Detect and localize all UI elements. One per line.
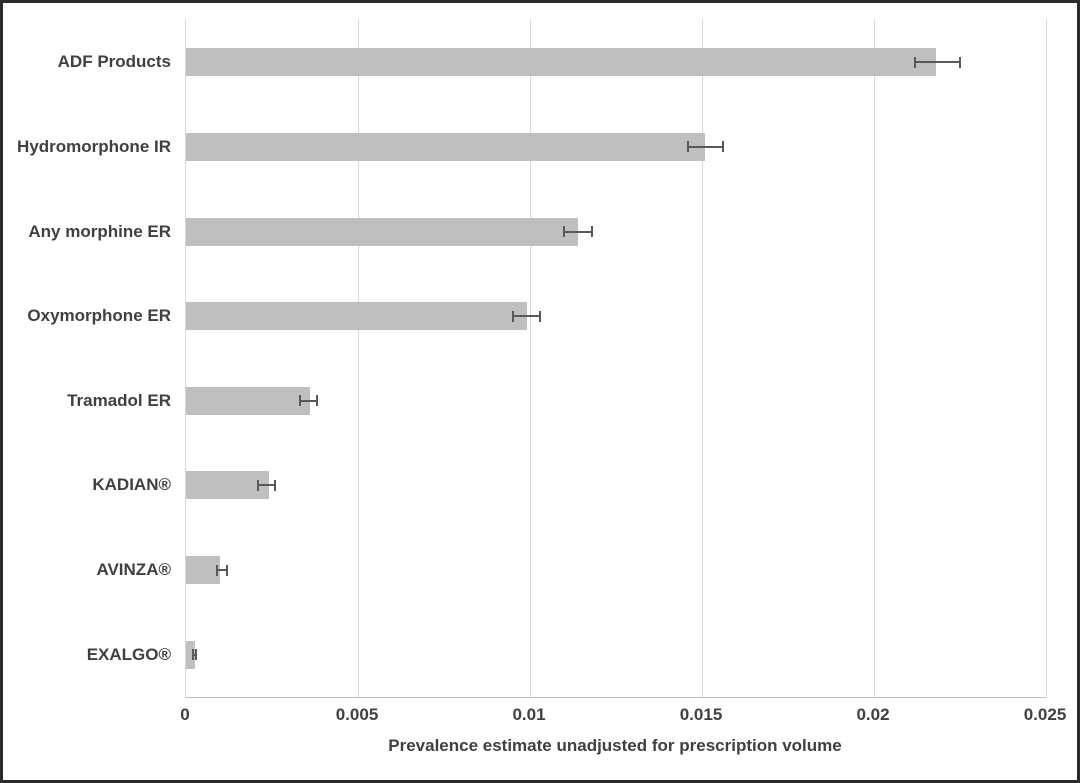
error-bar-cap [298, 395, 301, 407]
bar-kadian- [186, 471, 269, 500]
error-bar [915, 61, 960, 64]
error-bar-cap [563, 226, 566, 238]
bar-tramadol-er [186, 386, 310, 415]
bar-hydromorphone-ir [186, 132, 706, 161]
x-axis-tick-label: 0.015 [679, 705, 723, 724]
x-axis-tick-label: 0.02 [856, 705, 890, 724]
x-axis-tick-labels: 0 0.005 0.01 0.015 0.02 0.025 [3, 705, 1077, 727]
x-axis-title: Prevalence estimate unadjusted for presc… [388, 736, 842, 755]
bar-avinza- [186, 556, 221, 585]
error-bar-cap [257, 479, 260, 491]
plot-area [185, 20, 1047, 698]
error-bar-cap [959, 56, 961, 68]
gridline [873, 20, 875, 697]
category-label: ADF Products [57, 52, 171, 72]
error-bar-cap [914, 56, 917, 68]
error-bar [299, 399, 317, 402]
error-bar [258, 484, 276, 487]
category-label: Tramadol ER [67, 390, 171, 410]
gridline [701, 20, 703, 697]
error-bar-cap [687, 141, 690, 153]
category-label: AVINZA® [96, 560, 171, 580]
category-label: Hydromorphone IR [17, 136, 171, 156]
error-bar-cap [226, 564, 229, 576]
gridline [1045, 20, 1047, 697]
error-bar [192, 653, 197, 656]
error-bar-cap [215, 564, 218, 576]
error-bar-cap [539, 310, 542, 322]
error-bar [512, 315, 541, 318]
error-bar-cap [195, 649, 198, 661]
error-bar-cap [315, 395, 318, 407]
gridline [529, 20, 531, 697]
x-axis-tick-label: 0.005 [335, 705, 379, 724]
bar-any-morphine-er [186, 217, 579, 246]
error-bar [564, 230, 592, 233]
error-bar [216, 569, 228, 572]
bar-adf-products [186, 48, 936, 77]
bar-exalgo- [186, 640, 195, 669]
error-bar-cap [721, 141, 724, 153]
error-bar [688, 145, 723, 148]
x-axis-tick-label: 0 [180, 705, 190, 724]
category-label: KADIAN® [92, 475, 171, 495]
x-axis-tick-label: 0.01 [512, 705, 546, 724]
error-bar-cap [274, 479, 277, 491]
error-bar-cap [590, 226, 593, 238]
bar-oxymorphone-er [186, 302, 527, 331]
gridline [357, 20, 359, 697]
y-axis-category-labels: ADF Products Hydromorphone IR Any morphine… [3, 20, 171, 697]
error-bar-cap [511, 310, 514, 322]
x-axis-tick-label: 0.025 [1023, 705, 1067, 724]
category-label: EXALGO® [86, 644, 171, 664]
category-label: Oxymorphone ER [27, 306, 171, 326]
error-bar-cap [191, 649, 194, 661]
category-label: Any morphine ER [28, 221, 171, 241]
